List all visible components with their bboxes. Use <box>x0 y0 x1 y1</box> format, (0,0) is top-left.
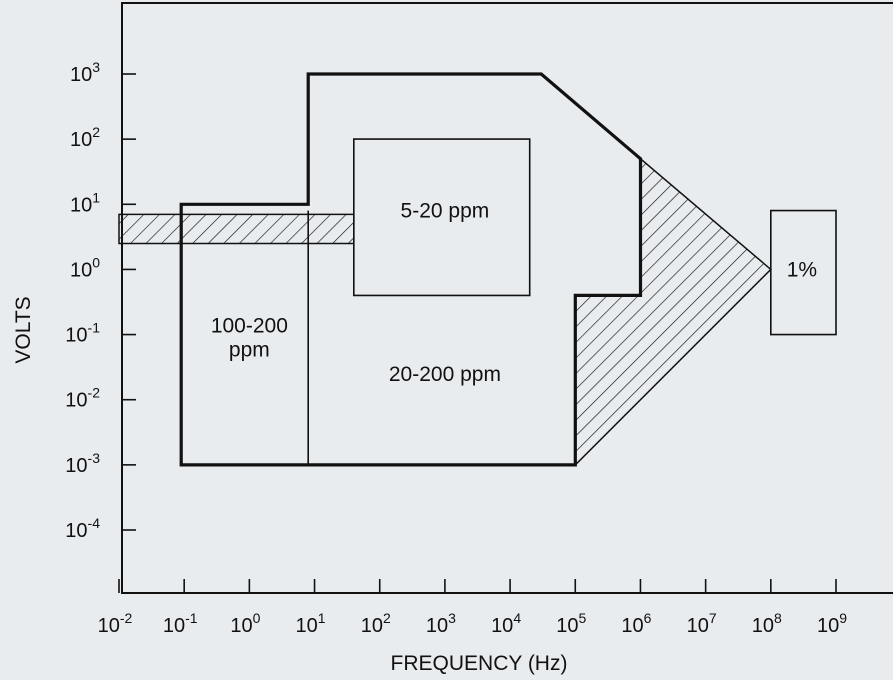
label-20-200-ppm: 20-200 ppm <box>389 363 501 386</box>
y-tick-label: 10-2 <box>65 385 100 412</box>
x-tick-label: 105 <box>556 610 586 637</box>
y-tick-label: 103 <box>70 59 100 86</box>
region-labels: 5-20 ppm 100-200 ppm 20-200 ppm 1% <box>211 200 817 386</box>
x-axis-title: FREQUENCY (Hz) <box>391 652 568 675</box>
y-tick-label: 10-3 <box>65 450 100 477</box>
y-tick-label: 102 <box>70 124 100 151</box>
plot-frame <box>121 2 893 594</box>
x-tick-label: 10-1 <box>163 610 198 637</box>
y-tick-label: 101 <box>70 189 100 216</box>
y-tick-label: 100 <box>70 254 100 281</box>
x-tick-label: 102 <box>361 610 391 637</box>
x-tick-label: 106 <box>621 610 651 637</box>
region-hatched-band <box>118 213 355 245</box>
region-5-20-ppm <box>352 138 531 297</box>
label-1-: 1% <box>787 258 817 281</box>
x-tick-label: 103 <box>426 610 456 637</box>
regions-layer <box>118 72 837 467</box>
region-outer-boundary <box>179 72 643 467</box>
x-tick-label: 109 <box>817 610 847 637</box>
x-tick-label: 101 <box>296 610 326 637</box>
x-tick-label: 108 <box>752 610 782 637</box>
x-tick-label: 10-2 <box>98 610 133 637</box>
y-tick-label: 10-1 <box>65 320 100 347</box>
axis-ticks: 10-2 10-1 100 101 102 103 104 105 106 107 108 109 10… <box>65 59 847 637</box>
x-tick-label: 104 <box>491 610 521 637</box>
x-tick-label: 100 <box>230 610 260 637</box>
region-1- <box>769 209 837 336</box>
y-tick-label: 10-4 <box>65 515 100 542</box>
label-100-200-ppm: 100-200 ppm <box>211 315 288 362</box>
x-tick-label: 107 <box>687 610 717 637</box>
region-hatched-wedge <box>574 157 772 467</box>
y-axis-title: VOLTS <box>12 296 35 363</box>
label-5-20-ppm: 5-20 ppm <box>401 200 490 223</box>
